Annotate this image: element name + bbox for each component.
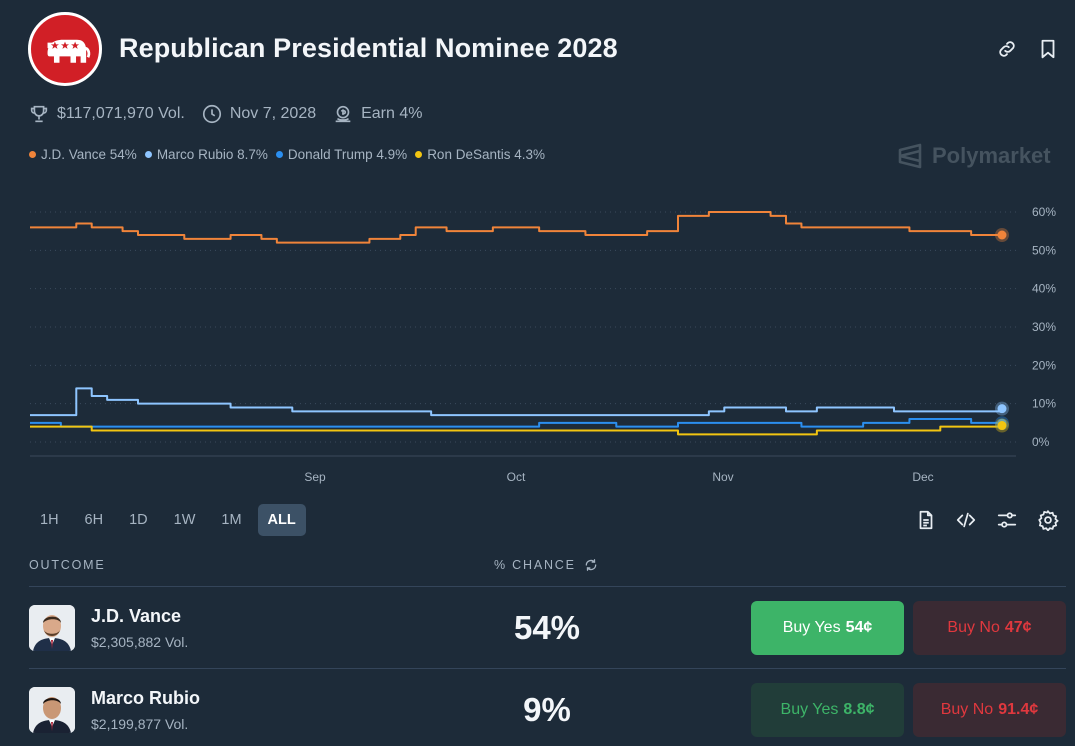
price-history-chart[interactable]: 60% 50% 40% 30% 20% 10% 0% Sep Oct Nov Dec: [0, 190, 1075, 490]
legend-label: Marco Rubio 8.7%: [156, 147, 268, 162]
x-tick-label: Nov: [712, 470, 733, 484]
market-header: Republican Presidential Nominee 2028: [28, 12, 1068, 86]
outcome-volume: $2,305,882 Vol.: [91, 634, 189, 650]
range-button-1d[interactable]: 1D: [129, 512, 148, 528]
y-tick-label: 50%: [1032, 243, 1056, 257]
series-end-marker: [997, 404, 1007, 414]
buy-no-price: 91.4¢: [998, 701, 1039, 718]
series-end-marker: [997, 421, 1007, 431]
x-tick-label: Dec: [912, 470, 933, 484]
avatar-rubio: [29, 687, 75, 733]
buy-yes-button[interactable]: Buy Yes 8.8¢: [751, 683, 904, 737]
market-meta: $117,071,970 Vol. Nov 7, 2028 Earn 4%: [28, 102, 438, 126]
earn-stat[interactable]: Earn 4%: [332, 103, 422, 125]
table-divider: [29, 668, 1066, 669]
outcome-column-header: OUTCOME: [29, 558, 106, 572]
polymarket-watermark: Polymarket: [897, 142, 1051, 170]
chart-legend: J.D. Vance 54% Marco Rubio 8.7% Donald T…: [29, 147, 553, 162]
earn-label: Earn 4%: [361, 105, 423, 122]
legend-dot: [29, 151, 36, 158]
filters-icon[interactable]: [996, 509, 1018, 531]
legend-label: Donald Trump 4.9%: [287, 147, 408, 162]
legend-label: Ron DeSantis 4.3%: [427, 147, 546, 162]
series-line-donald-trump: [30, 418, 1003, 428]
range-button-6h[interactable]: 6H: [84, 512, 104, 528]
buy-no-label: Buy No: [940, 701, 994, 718]
x-tick-label: Oct: [507, 470, 526, 484]
embed-code-icon[interactable]: [955, 509, 977, 531]
settings-icon[interactable]: [1037, 509, 1059, 532]
earn-coin-icon: [335, 105, 351, 123]
x-tick-label: Sep: [304, 470, 326, 484]
end-date-stat: Nov 7, 2028: [201, 103, 316, 125]
buy-no-button[interactable]: Buy No 47¢: [913, 601, 1066, 655]
outcome-chance: 54%: [513, 609, 581, 646]
range-button-1h[interactable]: 1H: [40, 512, 59, 528]
document-icon[interactable]: [915, 509, 937, 531]
total-volume: $117,071,970 Vol.: [57, 105, 185, 122]
buy-yes-label: Buy Yes: [782, 619, 841, 636]
series-line-j-d-vance: [30, 211, 1002, 244]
y-tick-label: 10%: [1032, 397, 1056, 411]
chance-column-header[interactable]: % CHANCE: [494, 558, 598, 572]
outcome-name: Marco Rubio: [91, 688, 201, 708]
legend-dot: [144, 151, 152, 158]
legend-dot: [415, 151, 423, 158]
end-date: Nov 7, 2028: [229, 105, 317, 122]
buy-yes-label: Buy Yes: [780, 701, 839, 718]
time-range-selector: 1H 6H 1D 1W 1M ALL: [30, 504, 312, 536]
y-tick-label: 40%: [1032, 282, 1056, 296]
legend-label: J.D. Vance 54%: [41, 147, 137, 162]
buy-yes-price: 8.8¢: [843, 701, 875, 718]
buy-no-price: 47¢: [1004, 619, 1032, 636]
y-tick-label: 0%: [1032, 435, 1050, 449]
range-button-all[interactable]: ALL: [257, 504, 306, 536]
legend-item-vance: J.D. Vance 54%: [29, 147, 137, 162]
republican-elephant-logo: [28, 12, 102, 86]
trophy-icon: [30, 105, 48, 123]
legend-dot: [275, 151, 283, 158]
buy-yes-button[interactable]: Buy Yes 54¢: [751, 601, 904, 655]
outcome-chance: 9%: [523, 691, 571, 728]
outcome-row-rubio[interactable]: Marco Rubio $2,199,877 Vol. 9% Buy Yes 8…: [29, 669, 1066, 746]
table-divider: [29, 586, 1066, 587]
polymarket-logo-icon: [898, 143, 922, 169]
legend-item-trump: Donald Trump 4.9%: [275, 147, 408, 162]
refresh-icon[interactable]: [584, 558, 598, 572]
y-tick-label: 20%: [1032, 358, 1056, 372]
series-line-ron-desantis: [30, 425, 1003, 436]
outcome-name: J.D. Vance: [91, 606, 182, 626]
series-end-marker: [997, 230, 1007, 240]
buy-yes-price: 54¢: [845, 619, 873, 636]
outcome-row-vance[interactable]: J.D. Vance $2,305,882 Vol. 54% Buy Yes 5…: [29, 587, 1066, 669]
legend-item-desantis: Ron DeSantis 4.3%: [415, 147, 545, 162]
buy-no-button[interactable]: Buy No 91.4¢: [913, 683, 1066, 737]
clock-icon: [202, 104, 221, 124]
series-line-marco-rubio: [30, 387, 1003, 417]
buy-no-label: Buy No: [947, 619, 1000, 636]
page-title: Republican Presidential Nominee 2028: [119, 33, 618, 63]
y-tick-label: 60%: [1032, 205, 1056, 219]
watermark-text: Polymarket: [932, 143, 1051, 168]
link-icon[interactable]: [996, 38, 1018, 60]
range-button-1w[interactable]: 1W: [173, 512, 196, 528]
bookmark-icon[interactable]: [1037, 38, 1059, 60]
chance-header-label: % CHANCE: [494, 558, 576, 572]
range-button-1m[interactable]: 1M: [221, 512, 242, 528]
legend-item-rubio: Marco Rubio 8.7%: [144, 147, 268, 162]
outcome-volume: $2,199,877 Vol.: [91, 716, 189, 732]
volume-stat: $117,071,970 Vol.: [28, 103, 185, 125]
y-tick-label: 30%: [1032, 320, 1056, 334]
avatar-vance: [29, 605, 75, 651]
